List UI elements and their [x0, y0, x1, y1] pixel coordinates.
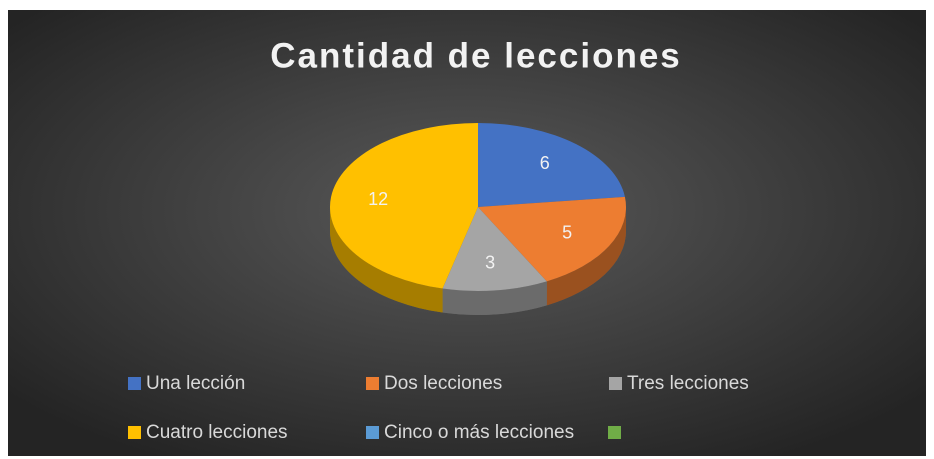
legend-swatch	[366, 377, 379, 390]
slice-side	[546, 207, 626, 306]
legend-label: Una lección	[146, 373, 245, 394]
legend-swatch	[128, 426, 141, 439]
legend-swatch	[609, 377, 622, 390]
data-label: 3	[485, 252, 495, 272]
slice-side-shade	[546, 207, 626, 306]
legend-label: Dos lecciones	[384, 373, 502, 394]
legend-label: Tres lecciones	[627, 373, 749, 394]
slice-side-shade	[330, 207, 443, 313]
legend-label: Cinco o más lecciones	[384, 422, 574, 443]
data-label: 6	[540, 153, 550, 173]
slice-side-shade	[442, 281, 547, 315]
slice	[442, 207, 547, 291]
slice	[478, 196, 626, 282]
legend-label: Cuatro lecciones	[146, 422, 288, 443]
slice	[478, 123, 625, 207]
legend-swatch	[366, 426, 379, 439]
chart-title: Cantidad de lecciones	[270, 36, 682, 75]
legend-swatch	[128, 377, 141, 390]
slice-side	[330, 207, 443, 313]
slice	[329, 123, 478, 289]
legend-swatch	[608, 426, 621, 439]
data-label: 5	[562, 222, 572, 242]
slice-side	[442, 281, 547, 315]
data-label: 12	[368, 189, 388, 209]
